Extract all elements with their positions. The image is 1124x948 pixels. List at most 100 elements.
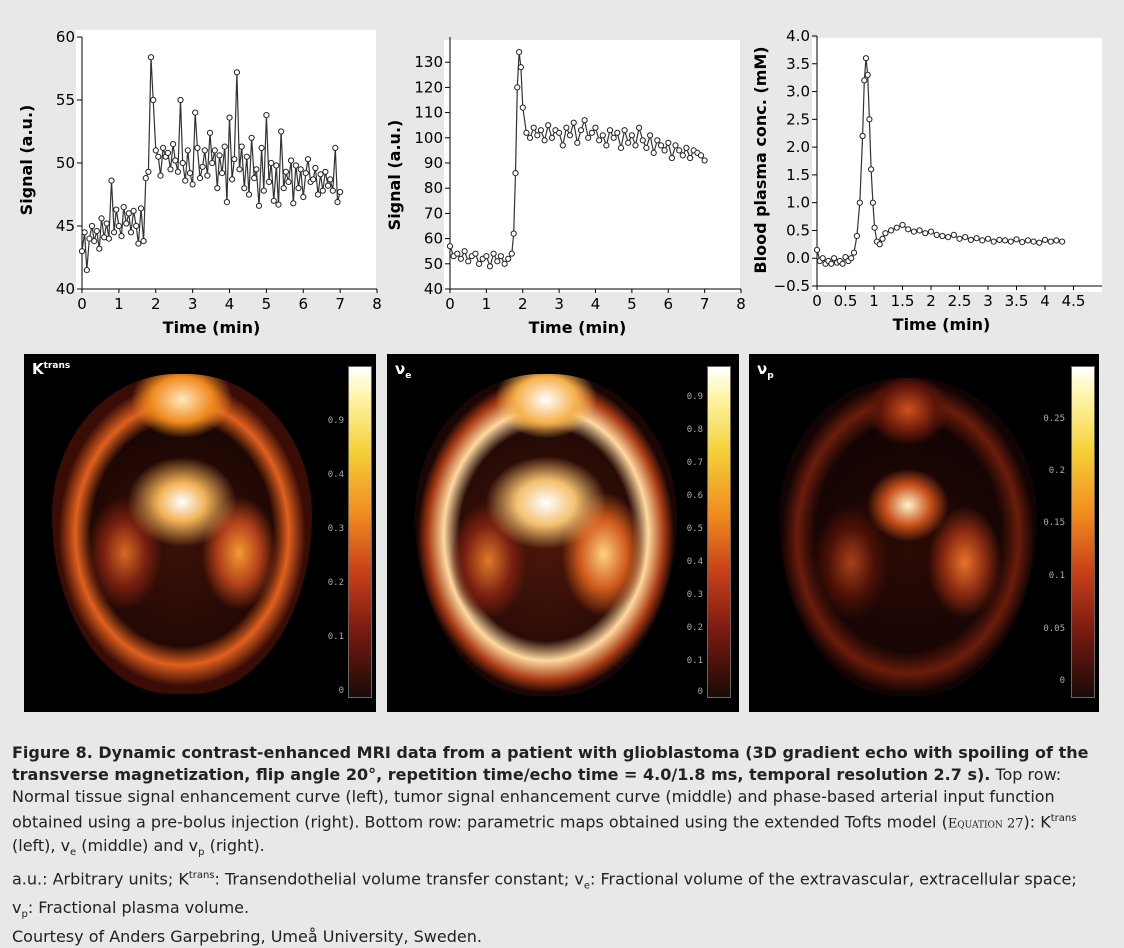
data-point — [125, 210, 132, 217]
data-point — [123, 220, 130, 227]
data-point — [245, 191, 253, 198]
data-point — [332, 144, 339, 151]
data-point — [317, 171, 324, 178]
data-point — [310, 176, 317, 183]
caption-subscript: e — [583, 880, 590, 892]
data-point — [893, 224, 900, 231]
colorbar-tick: 0.9 — [686, 392, 703, 402]
data-point — [910, 228, 918, 235]
colorbar-tick: 0.1 — [327, 632, 344, 642]
data-point — [223, 199, 230, 206]
data-point — [115, 222, 123, 230]
data-point — [446, 243, 454, 250]
data-point — [577, 127, 585, 134]
chart-arterial-input-function: 0 0.5 1 1.5 2 2.5 3 3.5 4 4.5 −0.5 0.0 0.5 1.0 1.5 2.0 2… — [751, 27, 1102, 334]
data-point — [831, 255, 838, 262]
x-tick-label: 8 — [736, 295, 746, 313]
data-point — [570, 119, 577, 126]
data-point — [182, 177, 189, 184]
data-point — [868, 166, 875, 173]
data-point — [672, 142, 679, 149]
data-point — [288, 157, 295, 164]
data-point — [899, 221, 906, 228]
data-point — [876, 241, 883, 248]
data-point — [457, 255, 464, 262]
data-point — [483, 253, 490, 260]
data-point — [142, 175, 149, 182]
y-tick-label: 110 — [414, 104, 443, 122]
data-point — [145, 168, 152, 175]
data-point — [157, 172, 164, 179]
y-tick-label: 70 — [424, 204, 443, 222]
colorbar — [348, 366, 372, 698]
equation-reference: Equation 27 — [947, 816, 1024, 832]
colorbar-tick: 0.6 — [686, 491, 703, 501]
data-point — [105, 235, 113, 242]
caption-subscript: p — [198, 847, 205, 859]
colorbar-tick: 0.05 — [1043, 624, 1065, 634]
data-point — [78, 248, 86, 255]
x-tick-label: 0.5 — [834, 292, 858, 310]
colorbar-tick: 0.4 — [327, 470, 344, 480]
data-point — [661, 147, 668, 154]
data-point — [588, 129, 596, 136]
y-tick-label: 50 — [56, 154, 75, 172]
data-point — [226, 114, 233, 121]
data-point — [1053, 237, 1060, 244]
map-label: νp — [757, 360, 774, 381]
data-point — [265, 178, 273, 185]
data-point — [1047, 238, 1054, 245]
data-point — [86, 235, 93, 242]
data-point — [621, 127, 628, 134]
plot-1-background — [76, 30, 376, 292]
data-point — [1013, 236, 1020, 243]
data-point — [566, 132, 574, 139]
data-point — [184, 147, 191, 154]
x-tick-label: 3 — [983, 292, 993, 310]
map-vp: νp 0.25 0.2 0.15 0.1 0.05 0 — [749, 354, 1099, 712]
data-point — [617, 144, 625, 151]
data-point — [155, 153, 162, 160]
x-tick-label: 7 — [335, 295, 345, 313]
brain-image — [52, 374, 312, 694]
data-point — [508, 250, 515, 257]
y-tick-label: 50 — [424, 255, 443, 273]
data-point — [1059, 238, 1066, 245]
data-point — [133, 222, 140, 230]
data-point — [304, 156, 312, 163]
caption-text: ): K — [1023, 812, 1051, 832]
y-tick-label: 1.5 — [786, 166, 810, 184]
data-point — [668, 154, 676, 162]
data-point — [606, 127, 614, 134]
map-label: νe — [395, 360, 412, 381]
x-tick-label: 0 — [812, 292, 822, 310]
data-point — [1030, 238, 1037, 245]
x-tick-label: 1.5 — [891, 292, 915, 310]
y-axis-label: Signal (a.u.) — [385, 120, 404, 231]
data-point — [251, 175, 258, 182]
data-point — [201, 147, 208, 154]
data-point — [859, 132, 866, 140]
data-point — [625, 139, 632, 146]
data-point — [98, 215, 105, 222]
caption-text: (left), v — [12, 836, 71, 856]
data-point — [196, 175, 204, 182]
data-point — [514, 84, 521, 91]
data-point — [650, 149, 657, 156]
data-point — [204, 172, 211, 179]
data-point — [278, 128, 285, 135]
data-point — [81, 229, 88, 236]
plot-2-background — [444, 40, 740, 292]
data-point — [676, 147, 683, 154]
x-tick-label: 4.5 — [1062, 292, 1086, 310]
data-point — [559, 142, 566, 149]
data-point — [243, 153, 250, 160]
data-point — [120, 204, 127, 211]
data-point — [1036, 239, 1043, 246]
data-point — [111, 229, 118, 236]
data-point — [927, 228, 935, 235]
data-point — [253, 166, 260, 173]
data-point — [130, 207, 137, 214]
y-tick-label: 120 — [414, 78, 443, 96]
